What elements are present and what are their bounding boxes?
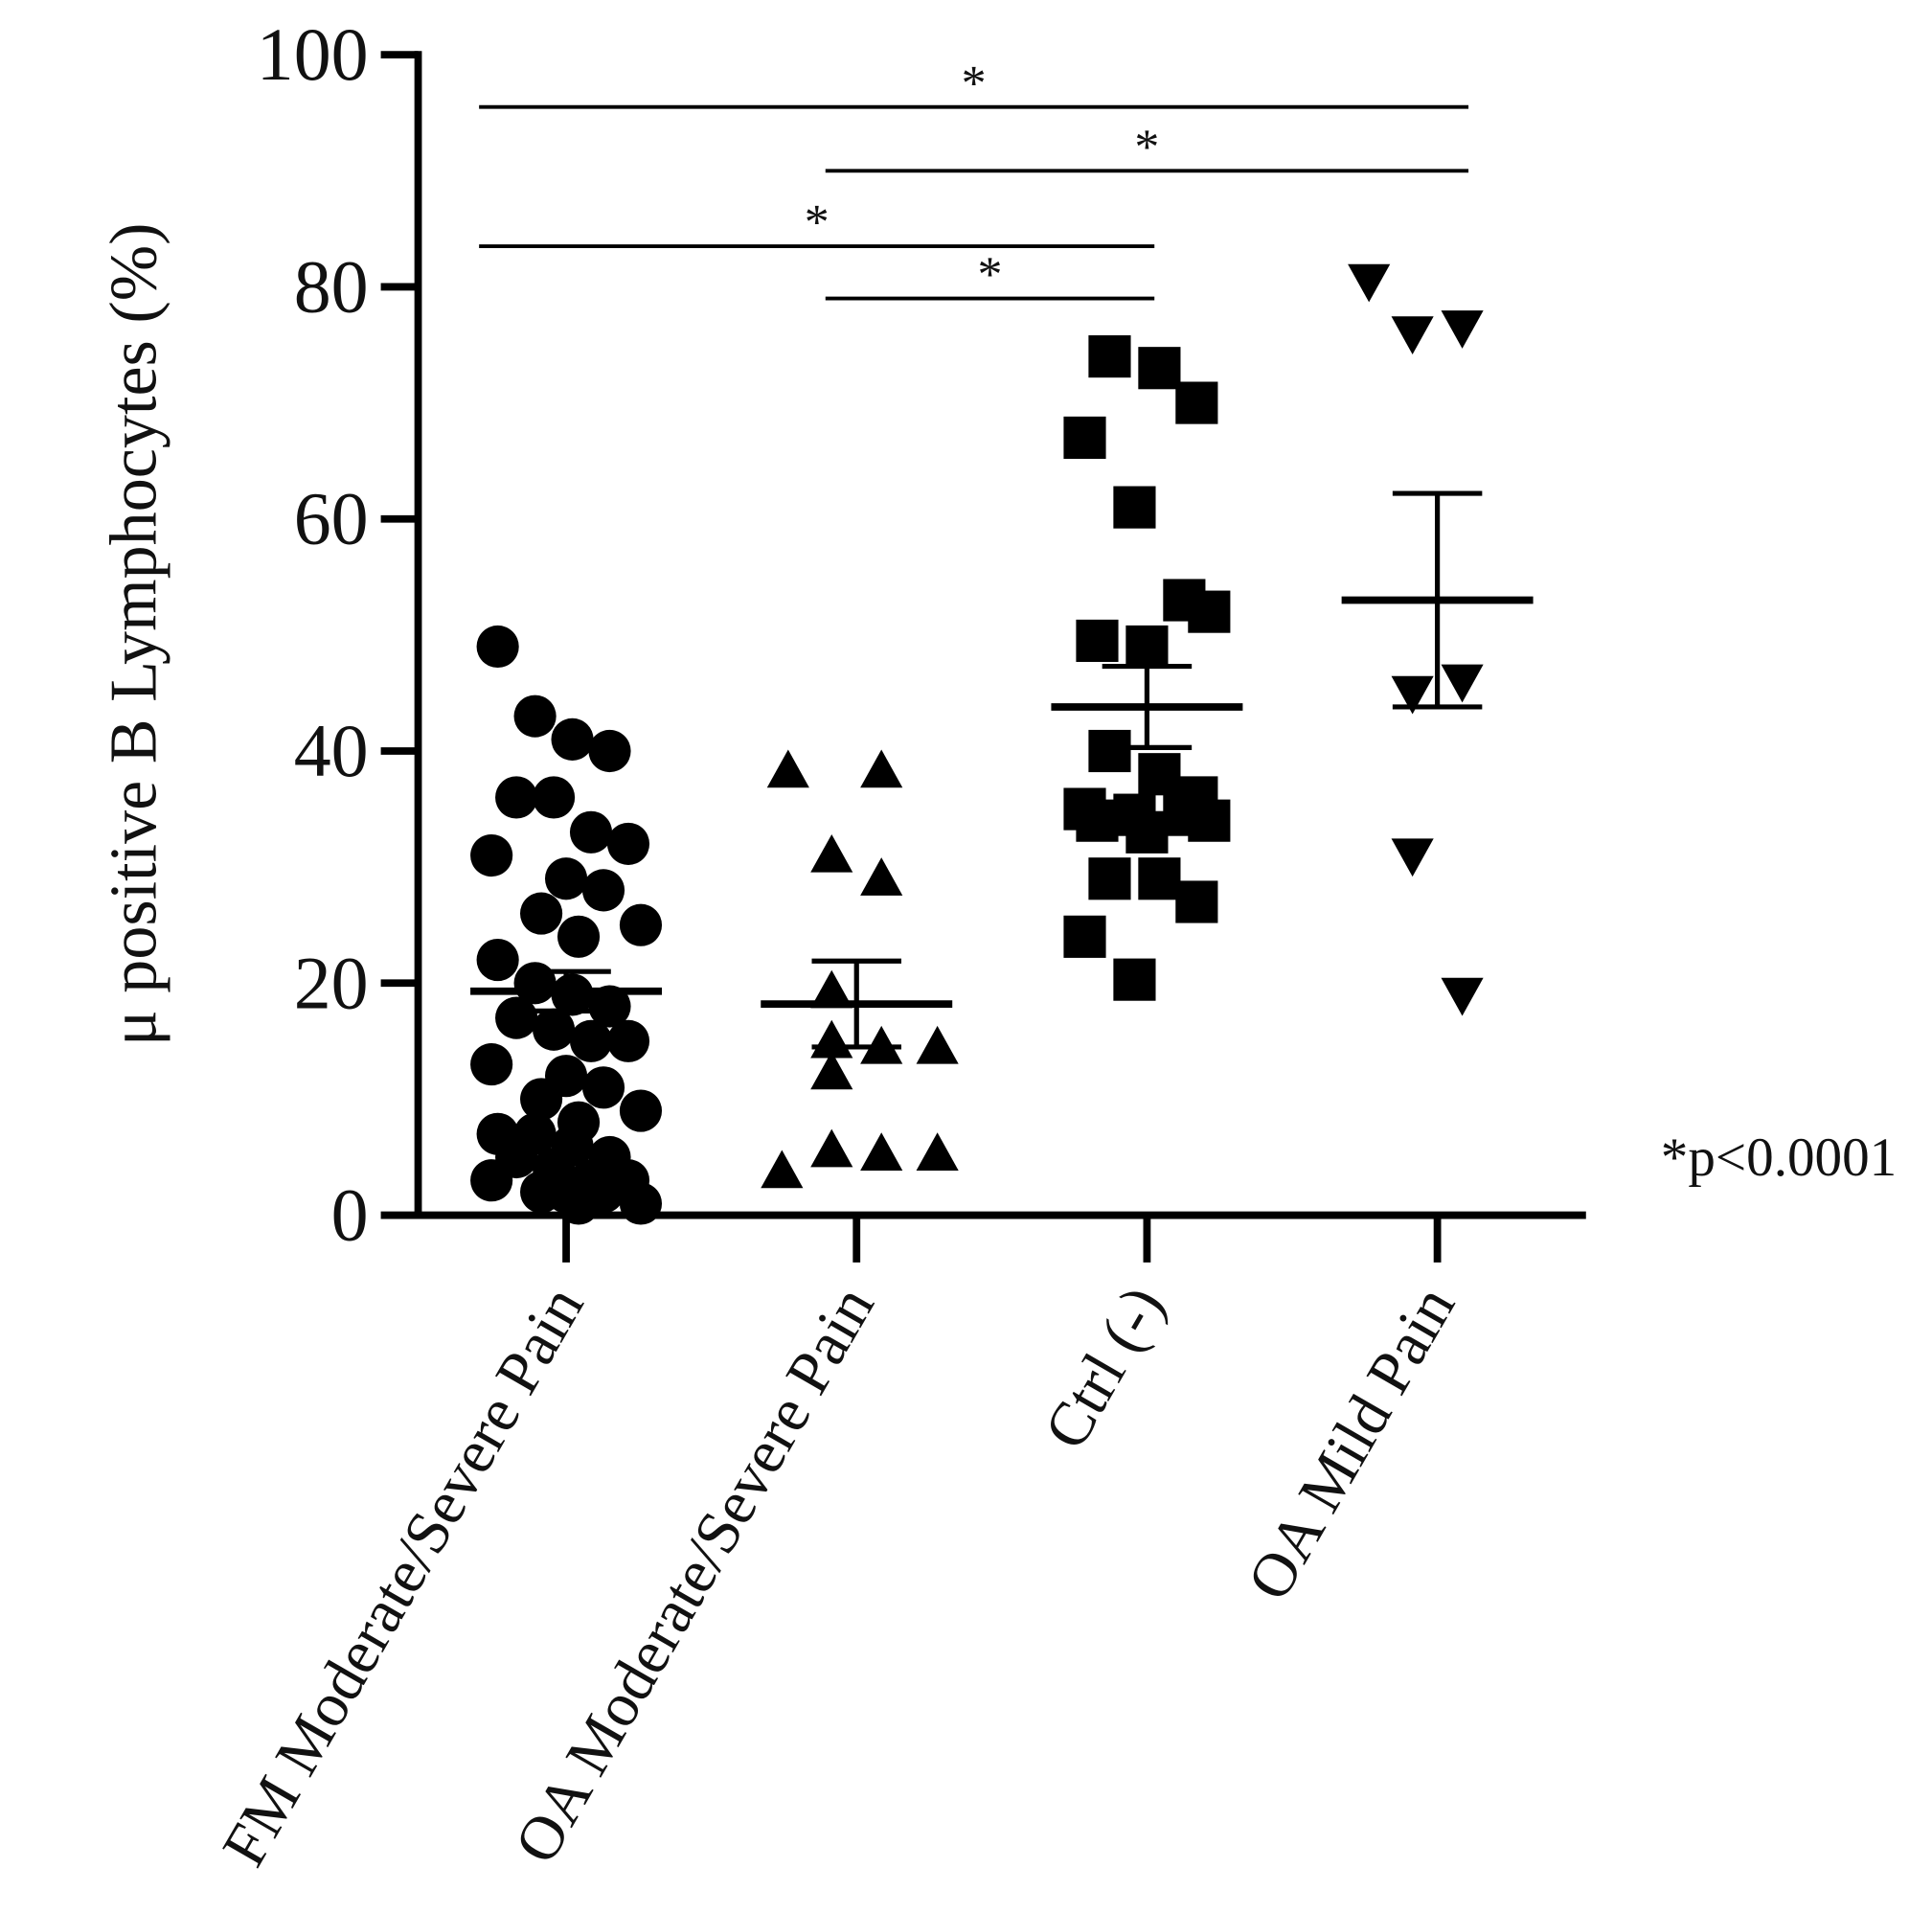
data-point bbox=[470, 1043, 513, 1086]
data-point bbox=[860, 857, 903, 896]
data-point bbox=[1441, 664, 1484, 703]
data-point bbox=[810, 969, 853, 1009]
data-point bbox=[557, 915, 601, 958]
data-point bbox=[581, 869, 625, 912]
data-point bbox=[1188, 590, 1231, 633]
data-point bbox=[569, 1019, 613, 1062]
data-point bbox=[476, 625, 519, 669]
data-point bbox=[1125, 625, 1169, 669]
data-point bbox=[1088, 335, 1131, 378]
data-point bbox=[532, 776, 576, 819]
data-point bbox=[916, 1025, 959, 1064]
data-point bbox=[470, 833, 513, 877]
data-point bbox=[1175, 381, 1218, 424]
data-point bbox=[810, 1128, 853, 1168]
significance-label: * bbox=[962, 57, 987, 111]
data-point bbox=[916, 1132, 959, 1172]
data-point bbox=[520, 1171, 563, 1214]
data-point bbox=[1441, 310, 1484, 349]
data-point bbox=[619, 903, 663, 946]
data-point bbox=[1076, 799, 1119, 842]
data-point bbox=[761, 1150, 804, 1189]
data-point bbox=[520, 892, 563, 935]
y-tick-label: 40 bbox=[294, 710, 369, 792]
data-point bbox=[619, 1182, 663, 1225]
data-point bbox=[588, 729, 631, 773]
significance-label: * bbox=[978, 248, 1003, 303]
y-axis-label: μ positive B Lymphocytes (%) bbox=[98, 223, 171, 1046]
data-point bbox=[1138, 753, 1181, 796]
data-point bbox=[581, 1066, 625, 1109]
data-point bbox=[810, 1051, 853, 1090]
data-point bbox=[1063, 416, 1106, 459]
data-point bbox=[470, 1159, 513, 1202]
data-point bbox=[1063, 915, 1106, 958]
x-tick-label: OA Mild Pain bbox=[1235, 1275, 1468, 1611]
data-point bbox=[1088, 729, 1131, 773]
data-point bbox=[1391, 838, 1434, 877]
data-point bbox=[606, 822, 650, 865]
data-point bbox=[1113, 486, 1156, 529]
data-point bbox=[1138, 347, 1181, 390]
data-point bbox=[569, 810, 613, 854]
data-point bbox=[588, 985, 631, 1028]
data-point bbox=[476, 938, 519, 982]
data-point bbox=[1076, 619, 1119, 662]
data-point bbox=[557, 1182, 601, 1225]
data-point bbox=[1391, 675, 1434, 715]
data-point bbox=[1113, 958, 1156, 1001]
data-point bbox=[1088, 857, 1131, 900]
data-point bbox=[1125, 810, 1169, 854]
data-point bbox=[1391, 316, 1434, 354]
data-point bbox=[860, 1132, 903, 1172]
data-point bbox=[544, 857, 588, 900]
y-tick-label: 80 bbox=[294, 245, 369, 328]
significance-label: * bbox=[1134, 120, 1159, 174]
data-point bbox=[513, 695, 557, 738]
data-point bbox=[606, 1019, 650, 1062]
data-point bbox=[551, 717, 594, 761]
data-point bbox=[495, 776, 538, 819]
y-tick-label: 100 bbox=[257, 13, 369, 96]
data-point bbox=[532, 1008, 576, 1051]
data-point bbox=[1188, 799, 1231, 842]
data-point bbox=[495, 996, 538, 1039]
y-tick-label: 60 bbox=[294, 478, 369, 560]
data-point bbox=[1441, 977, 1484, 1016]
data-point bbox=[766, 749, 809, 788]
annotation: *p<0.0001 bbox=[1661, 1127, 1897, 1188]
x-tick-label: Ctrl (-) bbox=[1032, 1275, 1178, 1461]
y-tick-label: 0 bbox=[331, 1174, 369, 1257]
data-point bbox=[860, 749, 903, 788]
y-tick-label: 20 bbox=[294, 942, 369, 1024]
data-point bbox=[1138, 857, 1181, 900]
data-point bbox=[520, 1078, 563, 1121]
data-point bbox=[1348, 263, 1391, 303]
data-point bbox=[810, 833, 853, 873]
data-point bbox=[619, 1089, 663, 1132]
significance-label: * bbox=[805, 195, 830, 250]
data-point bbox=[1175, 880, 1218, 923]
